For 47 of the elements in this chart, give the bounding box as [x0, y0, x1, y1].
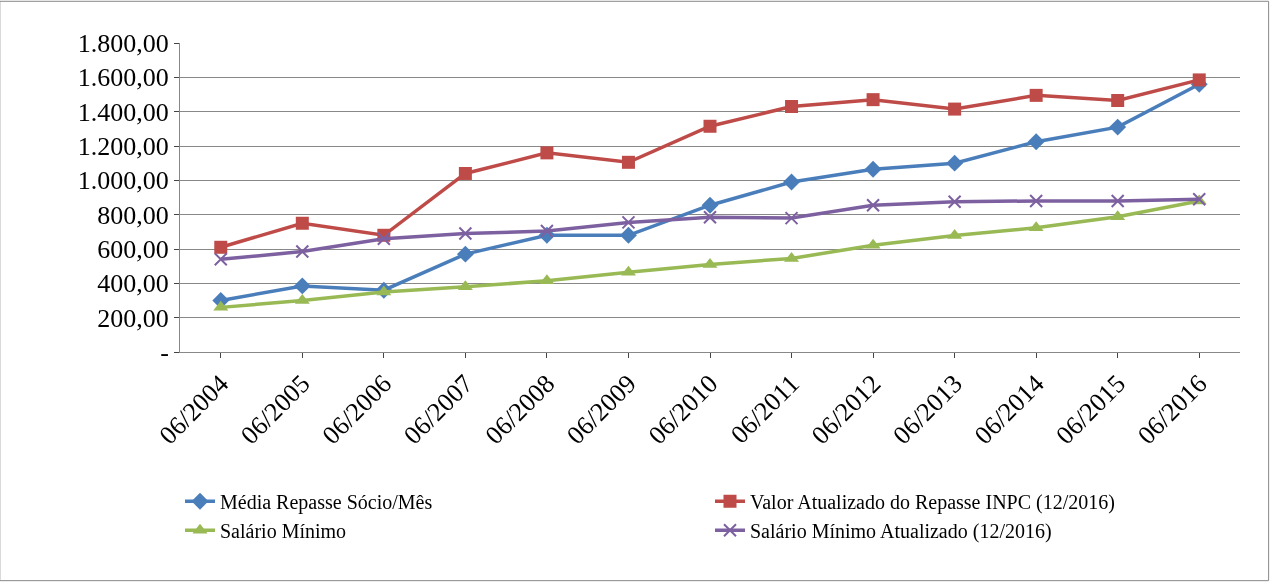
y-tick-label: 1.400,00: [77, 97, 169, 127]
point: [948, 102, 962, 116]
point: [947, 194, 962, 209]
point: [376, 231, 391, 246]
point: [540, 146, 554, 160]
point: [621, 155, 635, 169]
point: [1027, 133, 1045, 151]
point: [1192, 73, 1206, 87]
y-tick-label: 800,00: [97, 200, 169, 230]
point: [621, 215, 636, 230]
point: [1029, 88, 1043, 102]
point: [701, 196, 719, 214]
point: [1110, 193, 1125, 208]
point: [458, 166, 472, 180]
point: [620, 226, 637, 244]
legend-label: Salário Mínimo: [220, 520, 347, 543]
y-tick-label: 200,00: [97, 303, 169, 333]
point: [1111, 94, 1125, 108]
legend-label: Valor Atualizado do Repasse INPC (12/2016): [750, 491, 1115, 515]
point: [866, 198, 881, 213]
point: [784, 211, 799, 226]
y-tick-label: 1.800,00: [77, 29, 169, 59]
point: [293, 277, 311, 295]
point: [1029, 193, 1044, 208]
point: [946, 154, 964, 172]
point: [1109, 118, 1127, 136]
point: [539, 223, 554, 238]
y-tick-label: 1.200,00: [77, 132, 169, 162]
y-tick-label: -: [160, 338, 169, 368]
point: [295, 216, 309, 230]
y-tick-label: 400,00: [97, 269, 169, 299]
point: [458, 226, 473, 241]
legend-label: Salário Mínimo Atualizado (12/2016): [750, 520, 1052, 544]
point: [866, 93, 880, 107]
point: [456, 245, 474, 263]
point: [295, 244, 310, 259]
y-tick-label: 600,00: [97, 235, 169, 265]
point: [703, 119, 717, 133]
point: [785, 100, 799, 114]
y-tick-label: 1.600,00: [77, 63, 169, 93]
y-tick-label: 1.000,00: [77, 166, 169, 196]
point: [214, 240, 228, 254]
point: [864, 160, 882, 178]
point: [783, 173, 800, 191]
point: [703, 210, 717, 225]
legend-label: Média Repasse Sócio/Mês: [220, 491, 433, 515]
point: [213, 252, 228, 267]
